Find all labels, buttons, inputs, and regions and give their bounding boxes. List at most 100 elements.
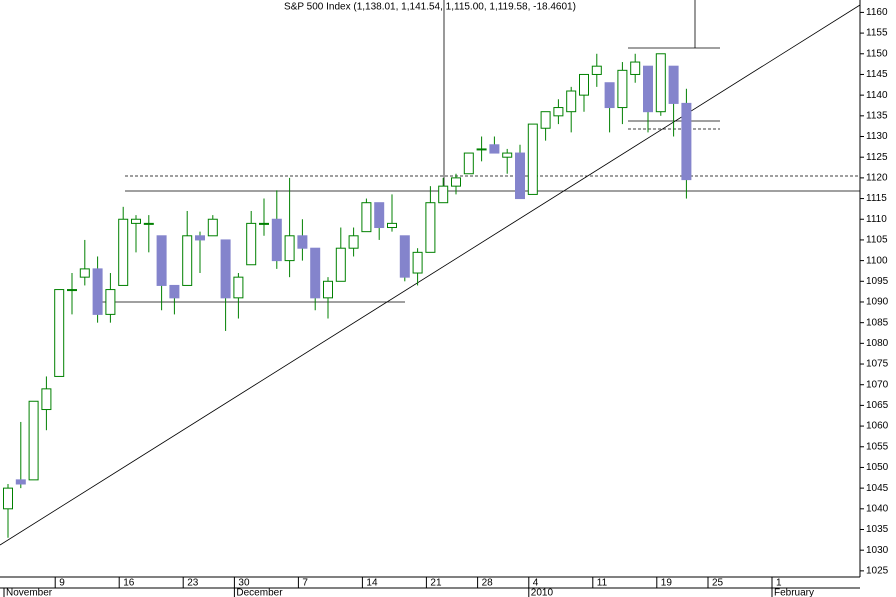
x-tick-label: 4: [533, 578, 539, 589]
candle-body: [3, 487, 13, 510]
candle-body: [118, 218, 129, 286]
y-tick-label: 1105: [866, 235, 888, 246]
y-tick-label: 1155: [866, 28, 888, 39]
x-tick-label: 14: [366, 578, 378, 589]
y-tick-label: 1160: [866, 7, 888, 18]
candle-body: [169, 284, 180, 299]
y-tick-label: 1040: [866, 503, 889, 514]
x-tick-label: 16: [123, 578, 135, 589]
candle-body: [412, 251, 423, 274]
candle-body: [681, 102, 692, 181]
y-tick-label: 1030: [866, 545, 889, 556]
y-tick-label: 1095: [866, 276, 889, 287]
candle-body: [399, 235, 410, 278]
y-tick-label: 1050: [866, 462, 889, 473]
candle-body: [489, 144, 500, 154]
candle-body: [515, 152, 525, 200]
candle-body: [655, 53, 666, 113]
candle-body: [579, 73, 589, 96]
y-tick-label: 1060: [866, 421, 889, 432]
candle-body: [527, 123, 538, 195]
x-tick-label: 28: [482, 578, 494, 589]
candle-body: [604, 82, 615, 109]
y-tick-label: 1025: [866, 566, 889, 577]
candle-body: [259, 222, 269, 225]
candle-body: [617, 69, 628, 109]
candle-body: [566, 90, 577, 113]
candle-body: [233, 276, 244, 299]
candle-body: [92, 268, 103, 315]
candle-body: [105, 289, 116, 315]
y-tick-label: 1070: [866, 379, 889, 390]
chart-title: S&P 500 Index (1,138.01, 1,141.54, 1,115…: [284, 2, 576, 13]
y-tick-label: 1115: [866, 193, 887, 204]
month-label: December: [236, 588, 283, 597]
candle-body: [143, 222, 154, 225]
candle-body: [182, 235, 193, 286]
x-tick-label: 11: [597, 578, 608, 589]
candle-body: [540, 111, 551, 129]
y-tick-label: 1090: [866, 297, 889, 308]
y-tick-label: 1075: [866, 359, 889, 370]
candle-body: [79, 268, 90, 278]
candle-body: [67, 289, 77, 292]
y-tick-label: 1120: [866, 173, 888, 184]
candle-body: [387, 222, 397, 229]
candle-body: [28, 400, 39, 481]
candle-body: [41, 388, 52, 411]
trend-line: [0, 4, 861, 546]
y-tick-label: 1145: [866, 69, 888, 80]
y-tick-label: 1130: [866, 131, 888, 142]
month-label: November: [6, 588, 53, 597]
x-tick-label: 9: [59, 578, 65, 589]
y-tick-label: 1110: [866, 214, 887, 225]
month-label: February: [774, 588, 814, 597]
candle-body: [630, 61, 641, 75]
candle-body: [438, 185, 449, 204]
x-tick-label: 19: [661, 578, 673, 589]
x-tick-label: 7: [302, 578, 308, 589]
y-tick-label: 1065: [866, 400, 889, 411]
y-tick-label: 1140: [866, 90, 888, 101]
candle-body: [310, 247, 321, 299]
candle-body: [553, 107, 564, 117]
candle-body: [54, 289, 65, 377]
candle-body: [425, 202, 436, 253]
y-tick-label: 1035: [866, 524, 889, 535]
x-tick-label: 30: [238, 578, 250, 589]
candle-body: [348, 235, 359, 249]
candle-body: [476, 148, 487, 151]
candle-body: [668, 65, 679, 104]
candle-body: [284, 235, 295, 262]
candle-body: [156, 235, 167, 286]
candle-body: [246, 222, 257, 266]
y-tick-label: 1135: [866, 110, 888, 121]
x-tick-label: 23: [187, 578, 199, 589]
candle-body: [195, 235, 205, 241]
candle-body: [374, 202, 385, 229]
candle-body: [451, 177, 461, 187]
x-tick-label: 1: [776, 578, 782, 589]
y-tick-label: 1150: [866, 48, 888, 59]
candle-body: [502, 152, 513, 158]
candle-body: [643, 65, 653, 113]
y-tick-label: 1125: [866, 152, 888, 163]
x-tick-label: 25: [712, 578, 724, 589]
y-tick-label: 1045: [866, 483, 889, 494]
candle-body: [207, 218, 218, 237]
candle-body: [220, 239, 231, 299]
month-label: 2010: [531, 588, 554, 597]
candle-body: [463, 152, 474, 175]
y-tick-label: 1055: [866, 441, 889, 452]
candle-body: [131, 218, 141, 224]
y-tick-label: 1100: [866, 255, 888, 266]
candle-body: [297, 235, 308, 249]
x-tick-label: 21: [430, 578, 442, 589]
y-tick-label: 1085: [866, 317, 889, 328]
candle-body: [15, 479, 26, 485]
candle-body: [271, 218, 282, 262]
candle-body: [361, 202, 372, 233]
candle-body: [335, 247, 346, 282]
